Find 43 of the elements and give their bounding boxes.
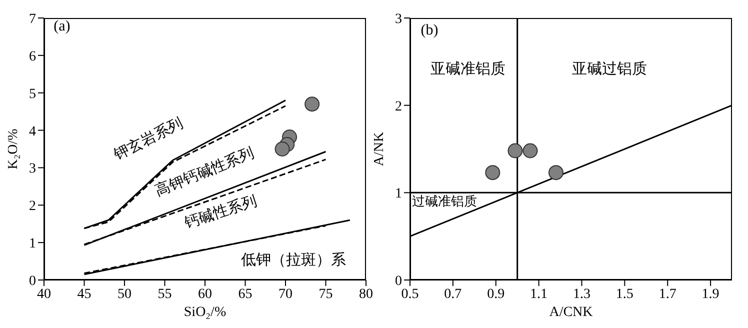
x-tick-label: 0.7 [444, 286, 462, 302]
x-tick-label: 40 [37, 286, 51, 302]
y-tick-label: 6 [29, 49, 36, 64]
x-tick-label: 50 [118, 286, 132, 302]
annotation: 低钾（拉斑）系 [241, 252, 346, 269]
x-tick-label: 65 [238, 286, 252, 302]
point [304, 96, 320, 112]
x-tick-label: 0.5 [401, 286, 419, 302]
x-tick-label: 75 [318, 286, 333, 302]
y-tick-label: 5 [29, 86, 36, 102]
x-tick-label: 45 [77, 286, 92, 302]
y-tick-label: 4 [29, 124, 36, 140]
annotation: 亚碱过铝质 [572, 62, 648, 78]
y-axis-title: A/NK [372, 132, 387, 166]
x-tick-label: 1.7 [658, 286, 676, 302]
x-tick-label: 1.9 [702, 286, 720, 302]
y-tick-label: 7 [29, 12, 36, 27]
x-axis-title: SiO₂/% [184, 305, 226, 320]
annotation: (a) [54, 18, 70, 35]
annotation: 钾玄岩系列 [111, 115, 186, 164]
annotation: (b) [420, 22, 438, 39]
y-tick-label: 3 [29, 162, 36, 177]
point [274, 142, 290, 156]
y-tick-label: 2 [29, 199, 36, 214]
y-tick-label: 0 [29, 274, 36, 289]
y-tick-label: 1 [395, 186, 402, 202]
x-tick-label: 80 [359, 286, 373, 302]
y-tick-label: 2 [395, 99, 402, 114]
x-tick-label: 60 [198, 286, 212, 302]
y-tick-label: 1 [29, 236, 36, 252]
y-axis-title: K₂O/% [6, 128, 21, 170]
annotation: 钙碱性系列 [182, 192, 260, 232]
x-tick-label: 55 [158, 286, 172, 302]
annotation: 亚碱准铝质 [430, 62, 506, 78]
x-tick-label: 70 [278, 286, 292, 302]
x-tick-label: 0.9 [487, 286, 505, 302]
x-axis-title: A/CNK [549, 305, 593, 320]
x-tick-label: 1.1 [530, 286, 548, 302]
y-tick-label: 3 [395, 12, 402, 27]
y-tick-label: 0 [395, 274, 402, 289]
annotation: 过碱准铝质 [412, 193, 478, 208]
x-tick-label: 1.5 [616, 286, 634, 302]
x-tick-label: 1.3 [572, 286, 590, 302]
